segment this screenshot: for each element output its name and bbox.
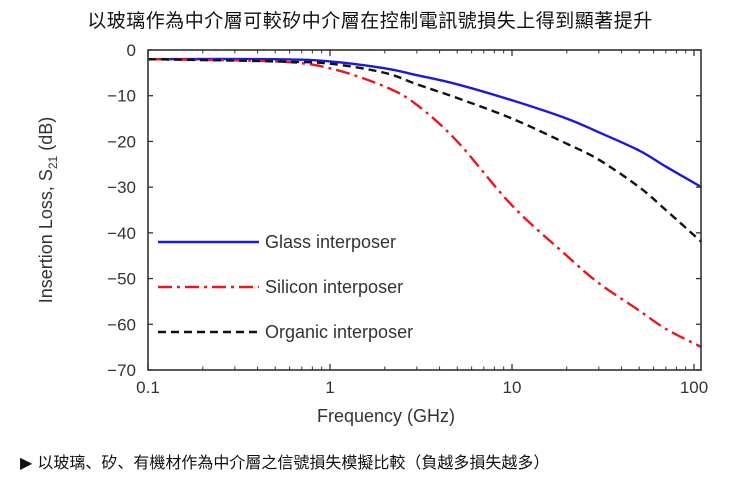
figure-caption: ▶ 以玻璃、矽、有機材作為中介層之信號損失模擬比較（負越多損失越多） [20, 453, 550, 472]
y-tick-label: −20 [107, 132, 136, 151]
x-tick-label: 1 [325, 378, 334, 397]
x-tick-label: 0.1 [136, 378, 160, 397]
y-tick-label: −10 [107, 87, 136, 106]
legend-silicon-label: Silicon interposer [265, 277, 403, 297]
insertion-loss-chart: 0 −10 −20 −30 −40 −50 −60 −700.1 1 10 100 Glass in… [36, 41, 708, 426]
y-axis-title: Insertion Loss, S21 (dB) [36, 117, 60, 303]
y-tick-label: −40 [107, 224, 136, 243]
chart-title: 以玻璃作為中介層可較矽中介層在控制電訊號損失上得到顯著提升 [87, 10, 653, 32]
x-tick-label: 100 [680, 378, 708, 397]
y-tick-label: −50 [107, 270, 136, 289]
series-organic-line [147, 57, 703, 243]
y-tick-label: 0 [127, 41, 136, 60]
x-axis-title: Frequency (GHz) [317, 406, 455, 426]
y-tick-label: −30 [107, 178, 136, 197]
series-layer [147, 57, 703, 349]
series-glass-line [147, 57, 703, 189]
legend-glass-label: Glass interposer [265, 232, 396, 252]
y-tick-label: −60 [107, 315, 136, 334]
y-tick-label: −70 [107, 361, 136, 380]
legend: Glass interposer Silicon interposer Organi… [158, 232, 413, 342]
plot-frame [147, 49, 702, 371]
legend-organic-label: Organic interposer [265, 322, 413, 342]
axes-layer: 0 −10 −20 −30 −40 −50 −60 −700.1 1 10 100 [107, 41, 708, 397]
x-tick-label: 10 [503, 378, 522, 397]
series-silicon-line [147, 57, 703, 349]
